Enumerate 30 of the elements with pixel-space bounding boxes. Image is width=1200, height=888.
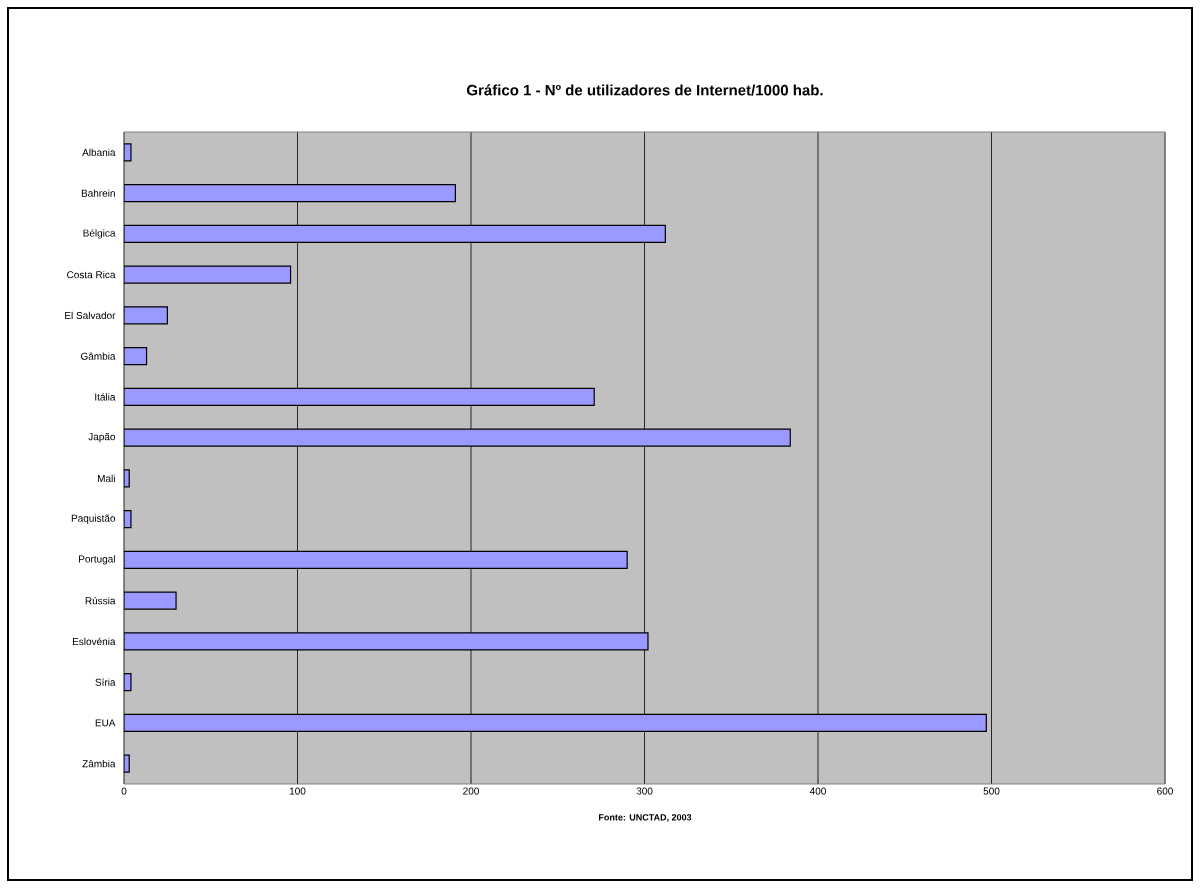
- x-tick-label: 200: [463, 787, 479, 795]
- y-tick-label: Síria: [95, 678, 116, 686]
- y-tick-label: Costa Rica: [67, 270, 116, 279]
- y-tick-label: Portugal: [79, 555, 115, 565]
- bar: [124, 224, 666, 243]
- x-tick-label: 100: [289, 787, 306, 795]
- bar: [124, 184, 456, 203]
- y-tick-label: Zâmbia: [82, 759, 116, 768]
- y-tick-label: Rússia: [85, 596, 116, 605]
- y-tick-label: El Salvador: [65, 311, 116, 320]
- y-tick-label: Albania: [82, 148, 116, 157]
- y-tick-label: Japão: [88, 432, 116, 443]
- source-note: Fonte: UNCTAD, 2003: [599, 814, 692, 822]
- y-tick-label: Itália: [95, 393, 116, 401]
- y-tick-label: Paquistão: [71, 514, 116, 524]
- y-tick-label: Eslovénia: [72, 637, 116, 646]
- x-tick-label: 600: [1157, 787, 1173, 795]
- x-tick-label: 300: [636, 787, 653, 795]
- x-tick-label: 500: [983, 787, 1000, 795]
- x-tick-label: 0: [121, 787, 127, 795]
- y-tick-label: Mali: [97, 474, 115, 483]
- x-tick-label: 400: [809, 787, 826, 795]
- y-tick-label: Bélgica: [83, 229, 116, 239]
- bar: [124, 713, 987, 732]
- bar: [124, 387, 595, 406]
- bar: [124, 550, 628, 569]
- y-tick-label: EUA: [95, 719, 116, 727]
- y-tick-label: Bahrein: [81, 189, 115, 197]
- chart-title: Gráfico 1 - Nº de utilizadores de Internet/1000 hab.: [466, 84, 823, 96]
- y-tick-label: Gâmbia: [80, 352, 116, 360]
